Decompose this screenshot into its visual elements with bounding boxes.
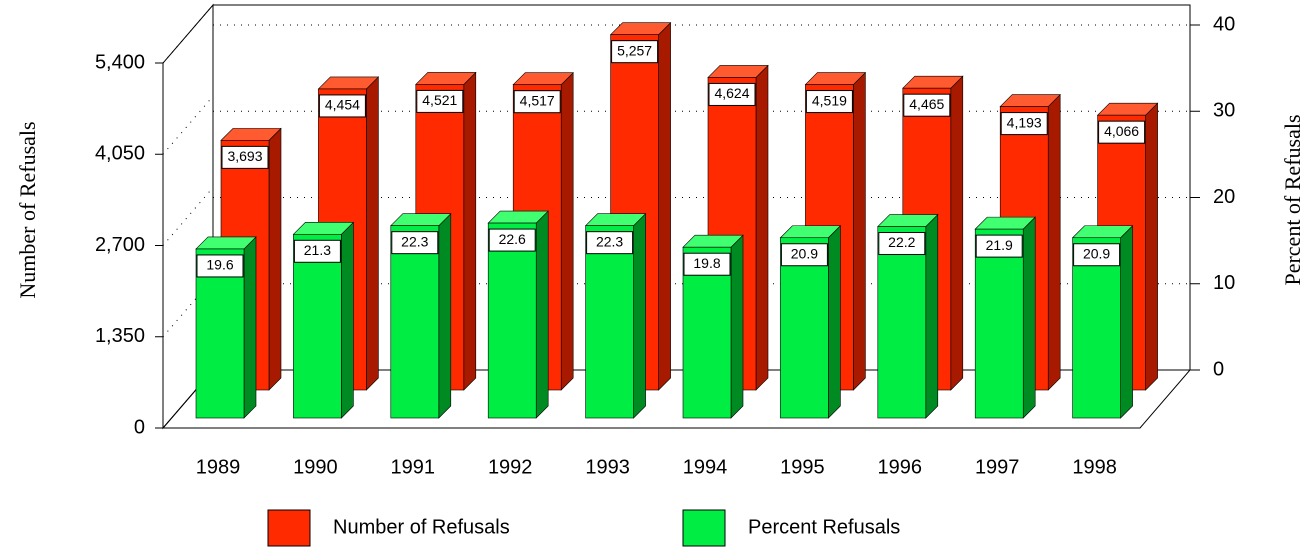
y2-tick-label: 40 — [1213, 13, 1235, 35]
value-label: 22.2 — [888, 234, 915, 250]
y-tick-label: 2,700 — [95, 234, 145, 256]
bar-side — [438, 212, 452, 419]
y-axis-label: Number of Refusals — [15, 121, 40, 298]
value-label: 4,465 — [909, 96, 944, 112]
bar-side — [1120, 225, 1133, 419]
value-label-box — [805, 90, 853, 114]
value-label-box — [586, 231, 634, 255]
grid-line — [162, 4, 214, 64]
value-label-box — [1073, 243, 1121, 267]
value-label-box — [780, 243, 828, 267]
legend-label: Percent Refusals — [748, 516, 900, 538]
value-label: 4,624 — [714, 85, 749, 101]
x-tick-label: 1990 — [293, 456, 338, 478]
value-label-box — [293, 239, 341, 263]
bar-side — [463, 71, 477, 391]
value-label-box — [878, 232, 926, 256]
value-label-box — [416, 89, 464, 113]
x-tick-label: 1994 — [683, 456, 728, 478]
bar — [487, 222, 537, 419]
x-tick-label: 1997 — [975, 456, 1020, 478]
grid-line — [162, 187, 214, 246]
value-label: 19.6 — [206, 257, 233, 273]
bar — [974, 228, 1024, 419]
value-label: 22.6 — [499, 231, 526, 247]
bar-side — [366, 76, 379, 391]
bar-side — [730, 234, 744, 419]
y-tick-label: 1,350 — [95, 325, 145, 347]
bar-side — [925, 213, 939, 419]
value-label: 21.3 — [304, 242, 331, 258]
value-label: 4,193 — [1007, 114, 1042, 130]
value-label: 22.3 — [401, 233, 428, 249]
bar-side — [1047, 93, 1061, 391]
bar — [390, 225, 440, 419]
y-tick-label: 5,400 — [95, 51, 145, 73]
value-label-box — [221, 145, 269, 169]
value-label: 20.9 — [1083, 245, 1110, 261]
y2-tick-label: 0 — [1213, 358, 1224, 380]
bar-side — [853, 71, 866, 391]
value-label-box — [975, 234, 1023, 258]
value-label-box — [318, 94, 366, 118]
value-label: 3,693 — [227, 148, 262, 164]
value-label-box — [611, 40, 659, 64]
bar — [293, 233, 342, 419]
bar — [585, 225, 634, 419]
bar-side — [658, 21, 671, 391]
y2-tick-label: 20 — [1213, 186, 1235, 208]
x-tick-label: 1998 — [1072, 456, 1117, 478]
value-label: 4,517 — [520, 92, 555, 108]
value-label-box — [683, 252, 731, 276]
value-label: 5,257 — [617, 42, 652, 58]
x-tick-label: 1989 — [196, 456, 241, 478]
bar-side — [950, 75, 964, 391]
x-tick-label: 1992 — [488, 456, 533, 478]
bar — [780, 237, 829, 419]
legend-swatch — [267, 509, 311, 547]
y-tick-label: 0 — [134, 416, 145, 438]
bar — [1072, 237, 1121, 419]
bar-side — [828, 225, 841, 419]
y2-axis-label: Percent of Refusals — [1280, 114, 1305, 285]
value-label-box — [196, 254, 244, 278]
x-tick-label: 1996 — [878, 456, 923, 478]
bar-side — [535, 210, 549, 419]
legend-swatch — [682, 509, 726, 547]
value-label-box — [513, 90, 561, 114]
value-label: 4,521 — [422, 92, 457, 108]
grid-line — [162, 95, 214, 155]
value-label: 4,519 — [812, 92, 847, 108]
value-label: 20.9 — [791, 245, 818, 261]
value-label-box — [1000, 112, 1048, 136]
bar-side — [560, 71, 574, 391]
y-tick-label: 4,050 — [95, 143, 145, 165]
value-label-box — [708, 82, 756, 106]
bar-side — [243, 236, 257, 419]
bar-side — [268, 127, 282, 391]
value-label: 21.9 — [986, 237, 1013, 253]
bar-side — [755, 64, 769, 391]
bar-side — [341, 221, 354, 419]
y2-tick-label: 10 — [1213, 272, 1235, 294]
bar-side — [1022, 216, 1036, 419]
legend-label: Number of Refusals — [333, 516, 510, 538]
x-tick-label: 1991 — [391, 456, 436, 478]
value-label-box — [1098, 120, 1146, 144]
x-tick-label: 1995 — [780, 456, 825, 478]
value-label-box — [391, 231, 439, 255]
bar-side — [1145, 102, 1158, 391]
bar-side — [633, 212, 646, 419]
bar — [877, 226, 927, 419]
value-label: 22.3 — [596, 233, 623, 249]
value-label: 19.8 — [693, 255, 720, 271]
value-label: 4,454 — [325, 97, 360, 113]
y2-tick-label: 30 — [1213, 100, 1235, 122]
value-label-box — [903, 93, 951, 117]
value-label-box — [488, 228, 536, 252]
x-tick-label: 1993 — [585, 456, 630, 478]
value-label: 4,066 — [1104, 123, 1139, 139]
